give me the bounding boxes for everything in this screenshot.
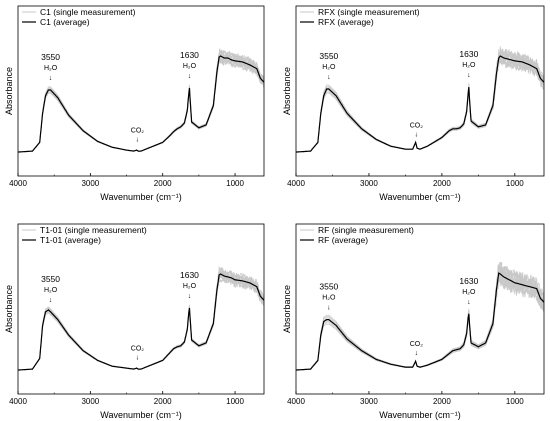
x-tick-label: 1000 [226,397,244,406]
annotation-peak-label: 1630 [459,49,478,59]
x-tick-label: 4000 [9,179,27,188]
x-tick-label: 2000 [433,179,451,188]
average-line [296,55,544,153]
x-axis-title: Wavenumber (cm⁻¹) [100,410,181,420]
legend-entry: RFX (single measurement) [318,7,420,17]
x-axis-title: Wavenumber (cm⁻¹) [100,192,181,202]
plot-frame [295,223,545,395]
annotation-peak-label: 1630 [180,270,199,280]
annotation-arrow: ↓ [49,297,53,304]
plot-frame [295,5,545,177]
y-axis-title: Absorbance [4,67,14,115]
chart-panel-4: 4000 3000 2000 1000 Wavenumber (cm⁻¹) Absorba… [282,223,545,420]
x-tick-label: 1000 [506,397,524,406]
annotation-peak-sub: H₂O [322,295,336,302]
x-tick-label: 3000 [360,397,378,406]
annotation-peak-label: 3550 [41,274,60,284]
y-axis-title: Absorbance [282,67,292,115]
x-axis-title: Wavenumber (cm⁻¹) [379,192,460,202]
plot-frame [17,5,265,177]
annotation-arrow: ↓ [467,72,471,79]
annotation-peak-sub: H₂O [44,287,58,294]
x-tick-label: 3000 [81,179,99,188]
annotation-peak-label: 3550 [319,282,338,292]
annotation-arrow: ↓ [136,355,140,362]
legend-entry: RFX (average) [318,17,374,27]
x-tick-label: 4000 [9,397,27,406]
y-axis-title: Absorbance [4,285,14,333]
annotation-peak-label: 3550 [41,52,60,62]
annotation-co2: CO₂ [410,341,424,348]
annotation-peak-label: 3550 [319,51,338,61]
legend-entry: RF (average) [318,235,368,245]
average-line [296,272,544,371]
annotation-co2: CO₂ [131,346,145,353]
annotation-arrow: ↓ [467,299,471,306]
x-tick-label: 1000 [506,179,524,188]
annotation-peak-label: 1630 [459,276,478,286]
annotation-co2: CO₂ [410,122,424,129]
annotation-peak-label: 1630 [180,50,199,60]
chart-panel-1: 4000 3000 2000 1000 Wavenumber (cm⁻¹) Absorba… [4,5,265,202]
annotation-peak-sub: H₂O [44,65,58,72]
x-tick-label: 2000 [154,179,172,188]
annotation-arrow: ↓ [188,73,192,80]
annotation-peak-sub: H₂O [183,63,197,70]
legend-entry: C1 (average) [40,17,90,27]
annotation-arrow: ↓ [327,74,331,81]
annotation-peak-sub: H₂O [462,289,476,296]
annotation-arrow: ↓ [188,293,192,300]
x-tick-label: 2000 [154,397,172,406]
average-line [18,55,264,153]
annotation-peak-sub: H₂O [183,283,197,290]
x-tick-label: 4000 [287,397,305,406]
x-tick-label: 2000 [433,397,451,406]
y-axis-title: Absorbance [282,285,292,333]
annotation-arrow: ↓ [415,131,419,138]
single-measurement-line-1 [296,58,544,153]
x-axis-title: Wavenumber (cm⁻¹) [379,410,460,420]
x-tick-label: 3000 [81,397,99,406]
single-measurement-line-1 [18,58,264,153]
annotation-peak-sub: H₂O [462,62,476,69]
annotation-arrow: ↓ [49,75,53,82]
plot-frame [17,223,265,395]
annotation-arrow: ↓ [327,305,331,312]
chart-panel-2: 4000 3000 2000 1000 Wavenumber (cm⁻¹) Absorba… [282,5,545,202]
x-tick-label: 1000 [226,179,244,188]
legend-entry: RF (single measurement) [318,225,414,235]
average-line [18,273,264,371]
x-tick-label: 4000 [287,179,305,188]
legend-entry: T1-01 (average) [40,235,101,245]
chart-panel-3: 4000 3000 2000 1000 Wavenumber (cm⁻¹) Absorba… [4,223,265,420]
single-measurement-line-6 [18,269,264,371]
legend-entry: C1 (single measurement) [40,7,136,17]
x-tick-label: 3000 [360,179,378,188]
annotation-co2: CO₂ [131,128,145,135]
annotation-arrow: ↓ [415,350,419,357]
single-measurement-line-2 [296,57,544,153]
annotation-peak-sub: H₂O [322,64,336,71]
legend-entry: T1-01 (single measurement) [40,225,147,235]
annotation-arrow: ↓ [136,137,140,144]
